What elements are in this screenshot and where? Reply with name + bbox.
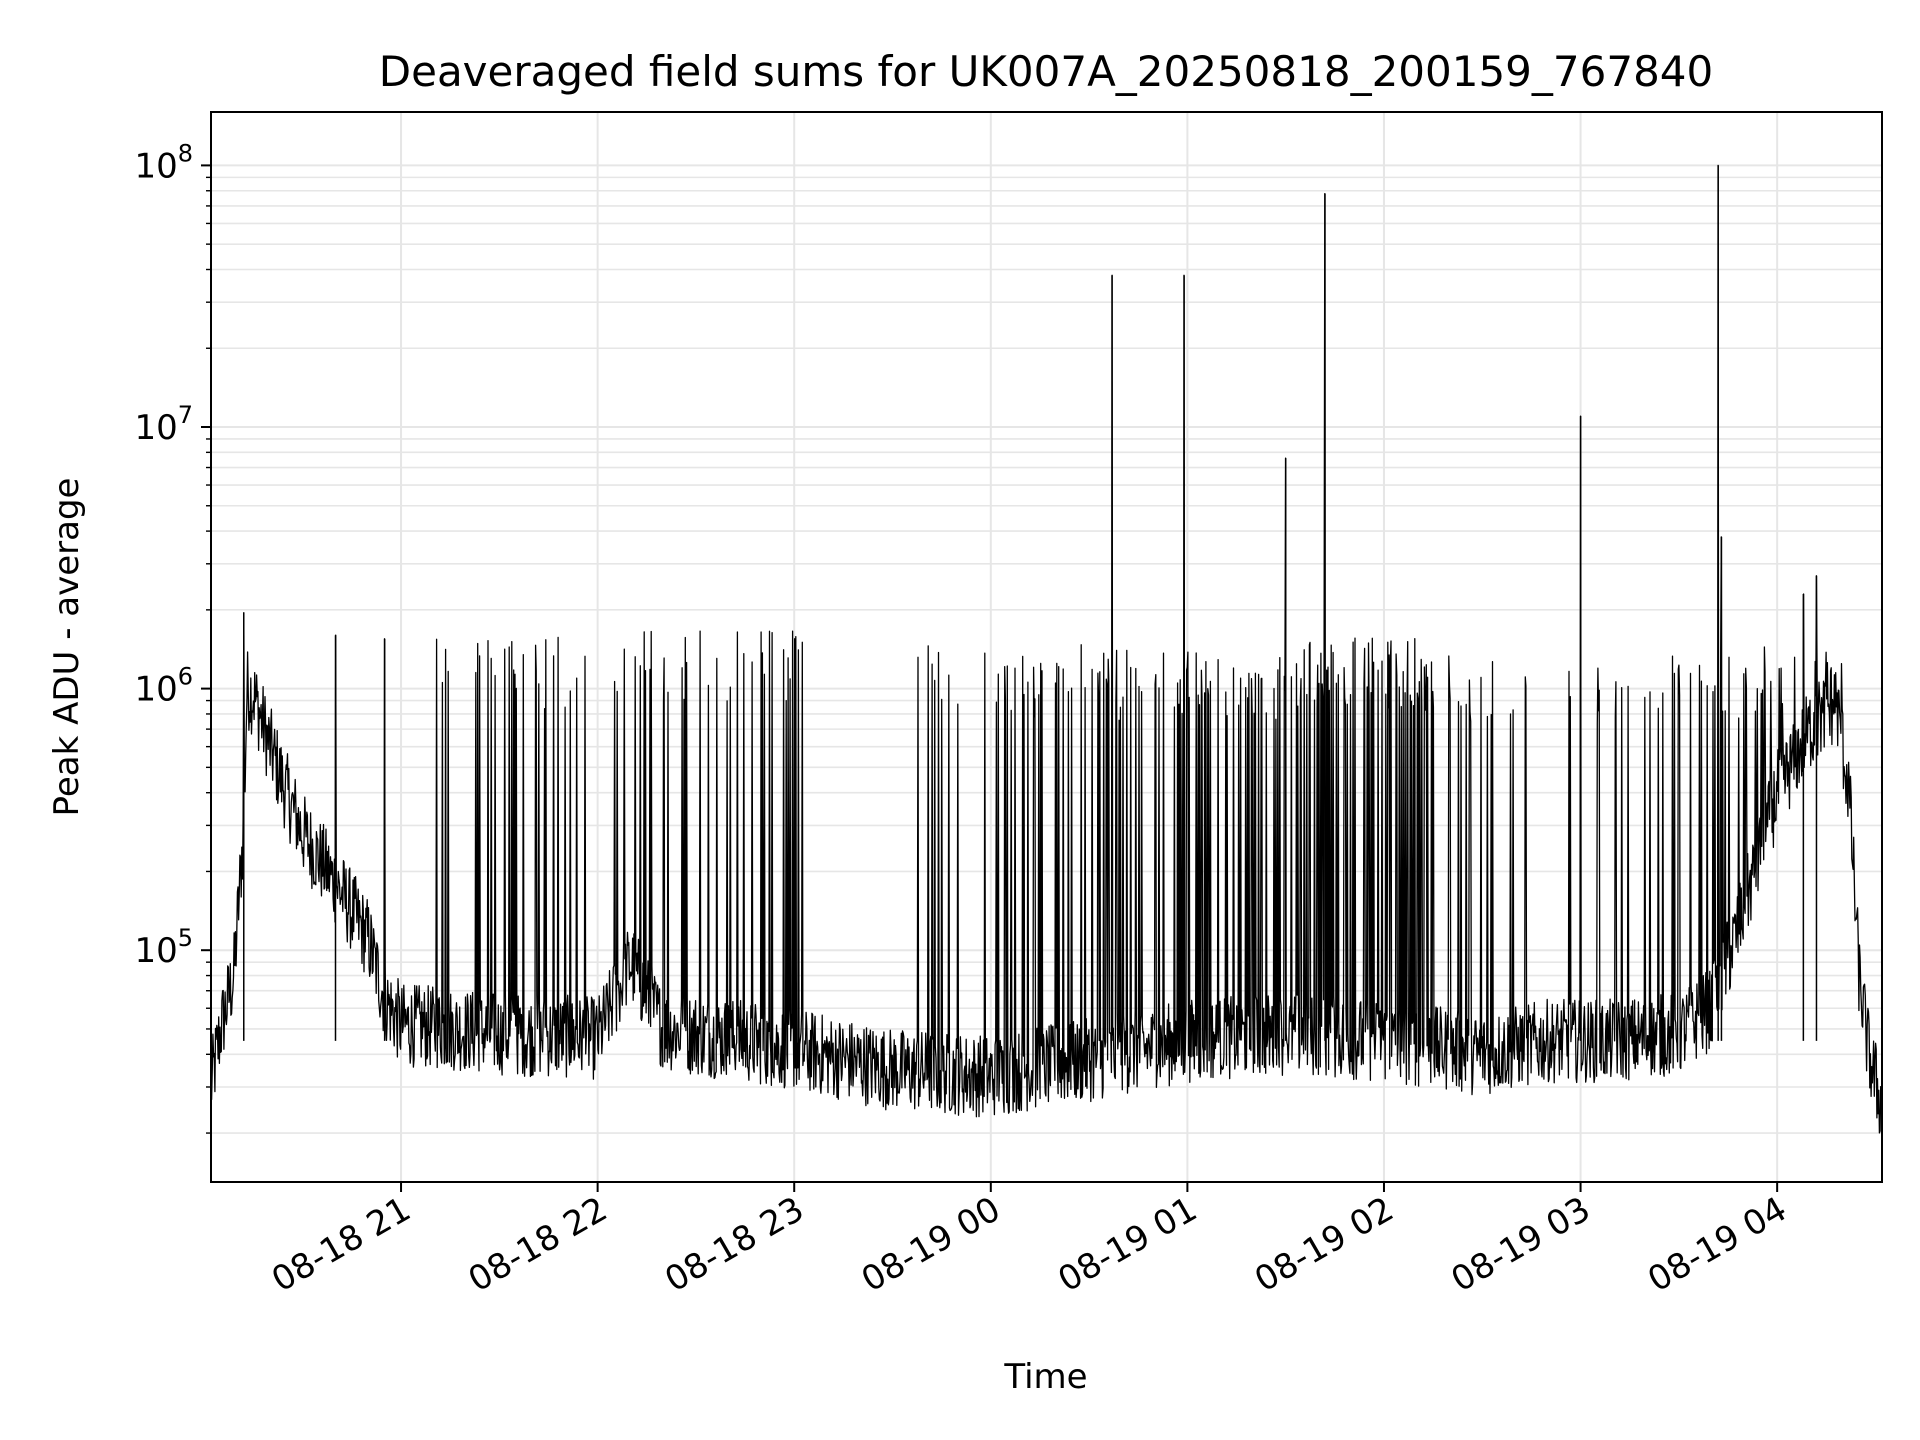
x-tick-label: 08-18 23 [658, 1189, 810, 1300]
y-tick-base: 10 [134, 670, 177, 710]
x-tick-label: 08-19 01 [1051, 1189, 1203, 1300]
series-line [210, 164, 1883, 1134]
x-tick-label: 08-19 04 [1641, 1189, 1793, 1300]
plot-frame [210, 111, 1883, 1183]
y-tick-label: 106 [134, 663, 193, 710]
y-tick-base: 10 [134, 931, 177, 971]
x-tick-label: 08-18 22 [462, 1189, 614, 1300]
y-tick-label: 105 [134, 924, 193, 971]
y-tick-base: 10 [134, 146, 177, 186]
y-tick-exponent: 7 [178, 401, 193, 429]
x-tick-label: 08-19 00 [855, 1189, 1007, 1300]
y-tick-exponent: 8 [178, 139, 193, 167]
y-tick-exponent: 6 [178, 663, 193, 691]
axis-ticks: 08-18 21 08-18 22 08-18 23 08-19 00 08-19 01… [134, 139, 1793, 1300]
x-axis-label: Time [1003, 1357, 1087, 1397]
y-tick-base: 10 [134, 408, 177, 448]
x-tick-label: 08-19 02 [1248, 1189, 1400, 1300]
x-tick-label: 08-18 21 [265, 1189, 417, 1300]
data-series [210, 164, 1883, 1134]
y-tick-label: 108 [134, 139, 193, 186]
x-tick-label: 08-19 03 [1445, 1189, 1597, 1300]
y-tick-exponent: 5 [178, 924, 193, 952]
y-tick-label: 107 [134, 401, 193, 448]
chart-title: Deaveraged field sums for UK007A_2025081… [379, 47, 1713, 96]
y-axis-label: Peak ADU - average [47, 478, 87, 817]
